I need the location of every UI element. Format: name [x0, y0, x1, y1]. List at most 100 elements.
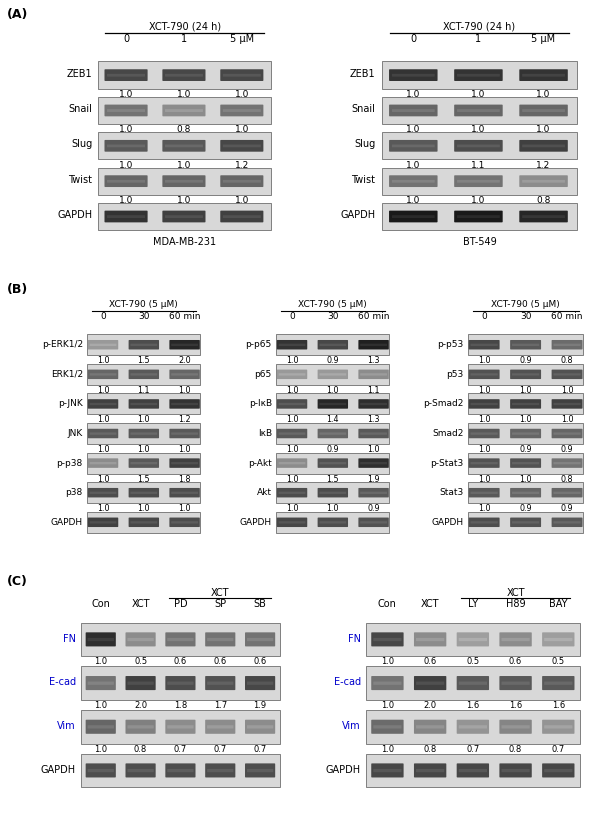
- Text: 1.0: 1.0: [235, 196, 249, 205]
- FancyBboxPatch shape: [89, 462, 116, 465]
- FancyBboxPatch shape: [358, 518, 389, 527]
- Text: 1.0: 1.0: [177, 160, 191, 170]
- FancyBboxPatch shape: [128, 399, 159, 409]
- FancyBboxPatch shape: [512, 462, 539, 465]
- Text: 0.9: 0.9: [561, 504, 574, 514]
- FancyBboxPatch shape: [358, 399, 389, 409]
- Text: 0.8: 0.8: [561, 475, 574, 484]
- Text: 1.0: 1.0: [235, 125, 249, 135]
- FancyBboxPatch shape: [389, 69, 437, 81]
- FancyBboxPatch shape: [499, 764, 532, 778]
- FancyBboxPatch shape: [163, 140, 205, 152]
- FancyBboxPatch shape: [454, 210, 503, 223]
- FancyBboxPatch shape: [88, 725, 114, 729]
- FancyBboxPatch shape: [389, 105, 437, 116]
- FancyBboxPatch shape: [127, 769, 154, 772]
- FancyBboxPatch shape: [499, 632, 532, 647]
- FancyBboxPatch shape: [457, 676, 489, 690]
- FancyBboxPatch shape: [277, 340, 307, 350]
- FancyBboxPatch shape: [130, 492, 157, 494]
- FancyBboxPatch shape: [89, 492, 116, 494]
- Text: 1.4: 1.4: [326, 416, 339, 425]
- FancyBboxPatch shape: [459, 769, 487, 772]
- FancyBboxPatch shape: [166, 632, 196, 647]
- Text: 1.0: 1.0: [326, 504, 339, 514]
- Text: SB: SB: [254, 599, 266, 609]
- Text: p-IκB: p-IκB: [248, 400, 272, 408]
- Text: 1.0: 1.0: [94, 657, 107, 666]
- Text: JNK: JNK: [68, 429, 83, 438]
- Text: 0.6: 0.6: [253, 657, 267, 666]
- Text: p38: p38: [65, 488, 83, 497]
- FancyBboxPatch shape: [220, 210, 263, 223]
- FancyBboxPatch shape: [454, 140, 503, 152]
- Text: 1.0: 1.0: [137, 416, 150, 425]
- FancyBboxPatch shape: [470, 403, 498, 406]
- Text: 1.0: 1.0: [178, 504, 191, 514]
- FancyBboxPatch shape: [416, 638, 444, 642]
- FancyBboxPatch shape: [373, 638, 401, 642]
- FancyBboxPatch shape: [165, 109, 203, 112]
- Text: Slug: Slug: [71, 140, 92, 150]
- FancyBboxPatch shape: [317, 370, 348, 379]
- Bar: [468, 393, 583, 415]
- FancyBboxPatch shape: [88, 429, 118, 438]
- Text: XCT: XCT: [421, 599, 439, 609]
- Text: XCT: XCT: [131, 599, 150, 609]
- FancyBboxPatch shape: [128, 518, 159, 527]
- Text: LY: LY: [468, 599, 478, 609]
- FancyBboxPatch shape: [522, 109, 565, 112]
- FancyBboxPatch shape: [317, 488, 348, 498]
- FancyBboxPatch shape: [245, 764, 275, 778]
- Bar: [382, 203, 577, 230]
- FancyBboxPatch shape: [553, 373, 581, 376]
- FancyBboxPatch shape: [512, 432, 539, 435]
- Text: 1.0: 1.0: [94, 745, 107, 754]
- Text: 1.0: 1.0: [471, 125, 485, 135]
- Text: p-p38: p-p38: [56, 459, 83, 468]
- FancyBboxPatch shape: [169, 429, 200, 438]
- Text: 0.7: 0.7: [466, 745, 479, 754]
- Text: GAPDH: GAPDH: [41, 765, 76, 774]
- FancyBboxPatch shape: [522, 74, 565, 76]
- FancyBboxPatch shape: [171, 373, 198, 376]
- Text: 1.0: 1.0: [97, 445, 109, 454]
- Bar: [468, 334, 583, 356]
- FancyBboxPatch shape: [104, 140, 148, 152]
- Text: Snail: Snail: [352, 104, 376, 114]
- Text: H89: H89: [506, 599, 526, 609]
- Text: 0.5: 0.5: [466, 657, 479, 666]
- FancyBboxPatch shape: [358, 340, 389, 350]
- Text: Smad2: Smad2: [432, 429, 464, 438]
- FancyBboxPatch shape: [163, 210, 205, 223]
- FancyBboxPatch shape: [278, 344, 305, 346]
- FancyBboxPatch shape: [205, 720, 235, 734]
- FancyBboxPatch shape: [392, 74, 434, 76]
- Bar: [98, 168, 271, 194]
- FancyBboxPatch shape: [223, 215, 261, 218]
- FancyBboxPatch shape: [89, 403, 116, 406]
- FancyBboxPatch shape: [130, 373, 157, 376]
- FancyBboxPatch shape: [167, 769, 194, 772]
- Text: 0: 0: [100, 312, 106, 321]
- FancyBboxPatch shape: [371, 676, 404, 690]
- Text: XCT-790 (5 μM): XCT-790 (5 μM): [298, 300, 367, 308]
- Text: PD: PD: [173, 599, 187, 609]
- FancyBboxPatch shape: [207, 725, 233, 729]
- Bar: [98, 61, 271, 89]
- FancyBboxPatch shape: [207, 638, 233, 642]
- Text: XCT: XCT: [506, 588, 525, 597]
- FancyBboxPatch shape: [130, 403, 157, 406]
- Text: 0.6: 0.6: [424, 657, 437, 666]
- Text: 30: 30: [327, 312, 338, 321]
- FancyBboxPatch shape: [165, 179, 203, 183]
- Bar: [382, 168, 577, 194]
- FancyBboxPatch shape: [389, 175, 437, 187]
- Text: 1.0: 1.0: [286, 445, 298, 454]
- Text: 1.1: 1.1: [137, 386, 150, 395]
- FancyBboxPatch shape: [223, 145, 261, 147]
- FancyBboxPatch shape: [278, 373, 305, 376]
- Text: 0.5: 0.5: [134, 657, 147, 666]
- FancyBboxPatch shape: [88, 518, 118, 527]
- FancyBboxPatch shape: [454, 69, 503, 81]
